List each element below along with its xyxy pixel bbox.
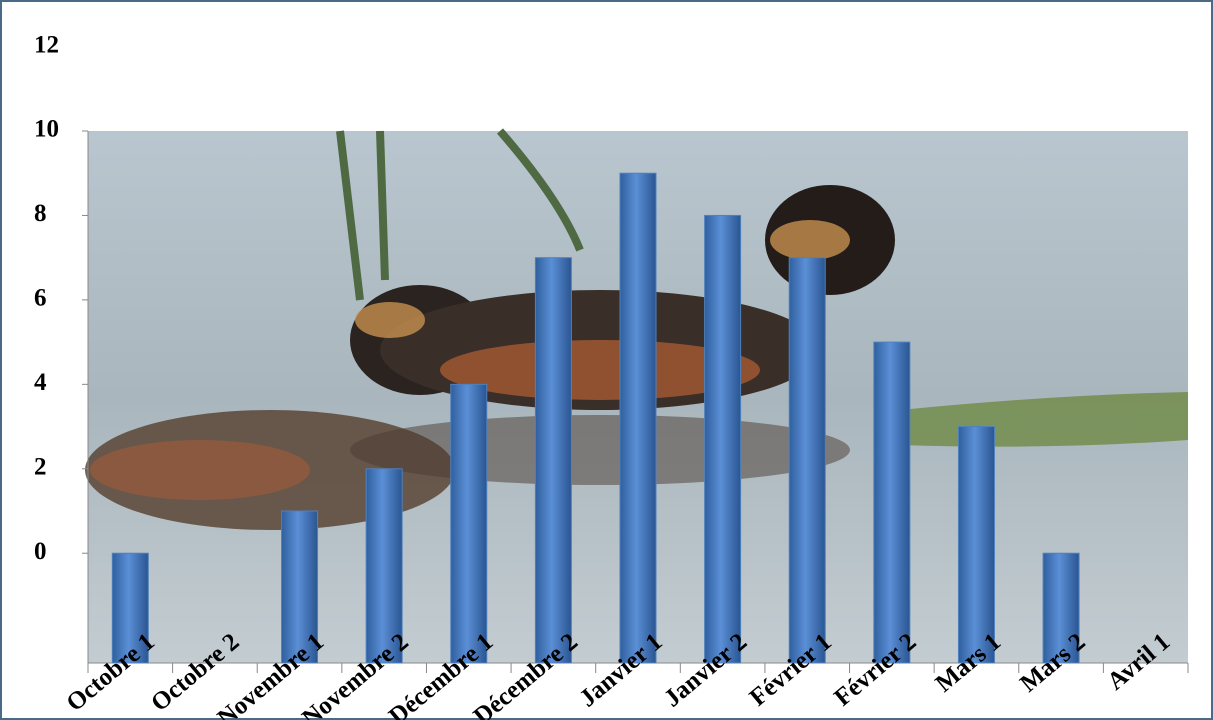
bar xyxy=(365,468,403,664)
bar xyxy=(1042,552,1080,664)
bar xyxy=(619,172,657,664)
bar xyxy=(111,552,149,664)
bar xyxy=(704,214,742,664)
y-tick-label: 10 xyxy=(34,116,59,143)
bar xyxy=(788,257,826,664)
y-tick-label: 8 xyxy=(34,200,47,227)
y-tick-label: 12 xyxy=(34,31,59,58)
bar xyxy=(281,510,319,664)
y-tick-label: 0 xyxy=(34,538,47,565)
bar xyxy=(873,341,911,664)
y-tick-label: 6 xyxy=(34,285,47,312)
bar xyxy=(957,426,995,664)
bar xyxy=(534,257,572,664)
y-tick-label: 4 xyxy=(34,369,47,396)
bar xyxy=(450,383,488,664)
y-tick-label: 2 xyxy=(34,454,47,481)
